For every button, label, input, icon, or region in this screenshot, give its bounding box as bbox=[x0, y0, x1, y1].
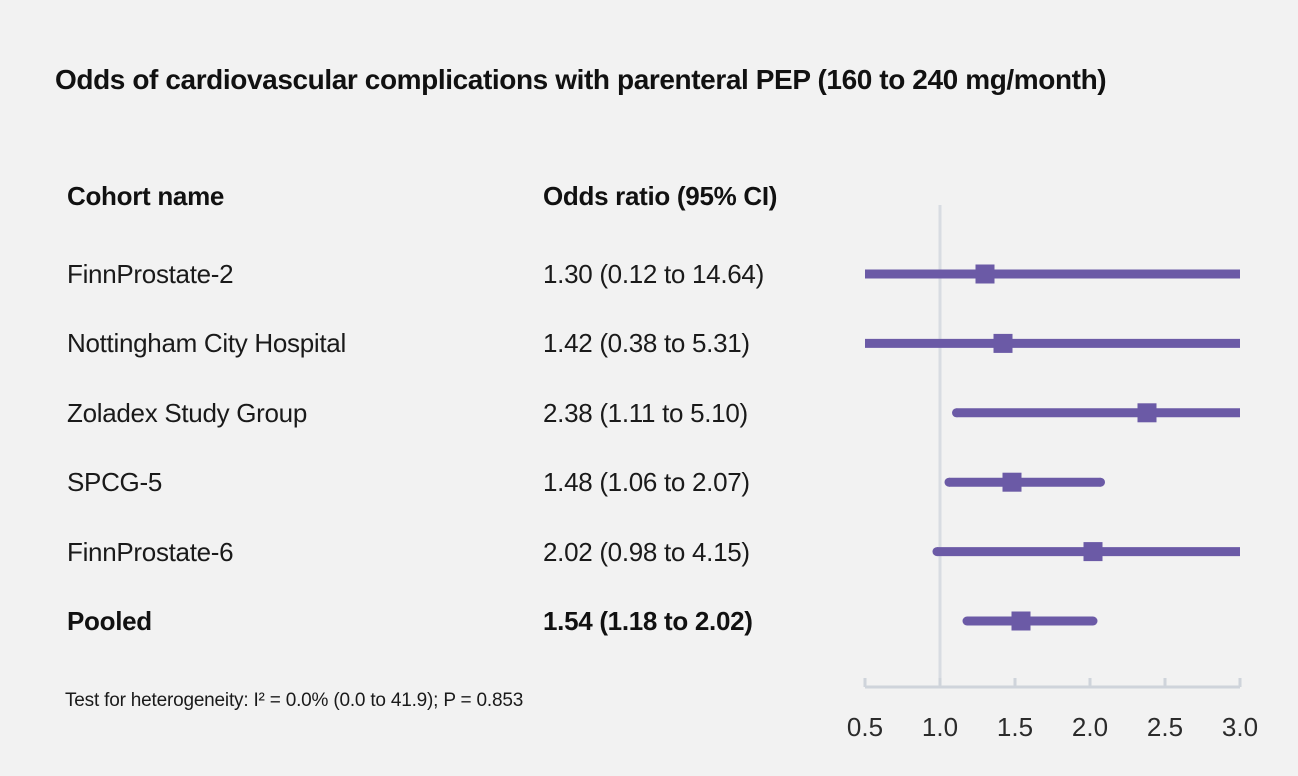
estimate-marker bbox=[993, 333, 1013, 353]
ci-end-cap bbox=[962, 616, 972, 626]
odds-ratio-value: 1.42 (0.38 to 5.31) bbox=[543, 328, 750, 359]
cohort-name: Zoladex Study Group bbox=[67, 397, 307, 428]
x-tick-label: 3.0 bbox=[1222, 712, 1258, 742]
ci-end-cap bbox=[932, 547, 942, 557]
cohort-name: Nottingham City Hospital bbox=[67, 328, 346, 359]
cohort-name: FinnProstate-6 bbox=[67, 536, 234, 567]
estimate-marker bbox=[1002, 472, 1022, 492]
estimate-marker bbox=[975, 264, 995, 284]
ci-end-cap bbox=[944, 477, 954, 487]
chart-title: Odds of cardiovascular complications wit… bbox=[55, 64, 1107, 95]
odds-ratio-value: 1.54 (1.18 to 2.02) bbox=[543, 606, 753, 636]
ci-end-cap bbox=[1096, 477, 1105, 487]
odds-ratio-value: 2.38 (1.11 to 5.10) bbox=[543, 397, 748, 428]
pooled-estimate-marker bbox=[1011, 611, 1031, 631]
x-tick-label: 1.5 bbox=[997, 712, 1033, 742]
ci-end-cap bbox=[952, 408, 961, 418]
cohort-name: Pooled bbox=[67, 606, 152, 636]
x-tick-label: 1.0 bbox=[922, 712, 958, 742]
x-tick-label: 2.0 bbox=[1072, 712, 1108, 742]
cohort-name: FinnProstate-2 bbox=[67, 259, 234, 289]
cohort-name: SPCG-5 bbox=[67, 467, 163, 498]
x-tick-label: 2.5 bbox=[1147, 712, 1183, 742]
odds-ratio-value: 1.48 (1.06 to 2.07) bbox=[543, 467, 750, 498]
estimate-marker bbox=[1083, 542, 1103, 562]
odds-ratio-value: 2.02 (0.98 to 4.15) bbox=[543, 536, 750, 567]
column-header-odds-ratio: Odds ratio (95% CI) bbox=[543, 181, 778, 211]
ci-end-cap bbox=[1088, 616, 1098, 626]
estimate-marker bbox=[1137, 403, 1157, 423]
odds-ratio-value: 1.30 (0.12 to 14.64) bbox=[543, 259, 764, 289]
column-header-cohort-name: Cohort name bbox=[67, 181, 225, 211]
x-tick-label: 0.5 bbox=[847, 712, 883, 742]
heterogeneity-footnote: Test for heterogeneity: I² = 0.0% (0.0 t… bbox=[65, 690, 524, 711]
